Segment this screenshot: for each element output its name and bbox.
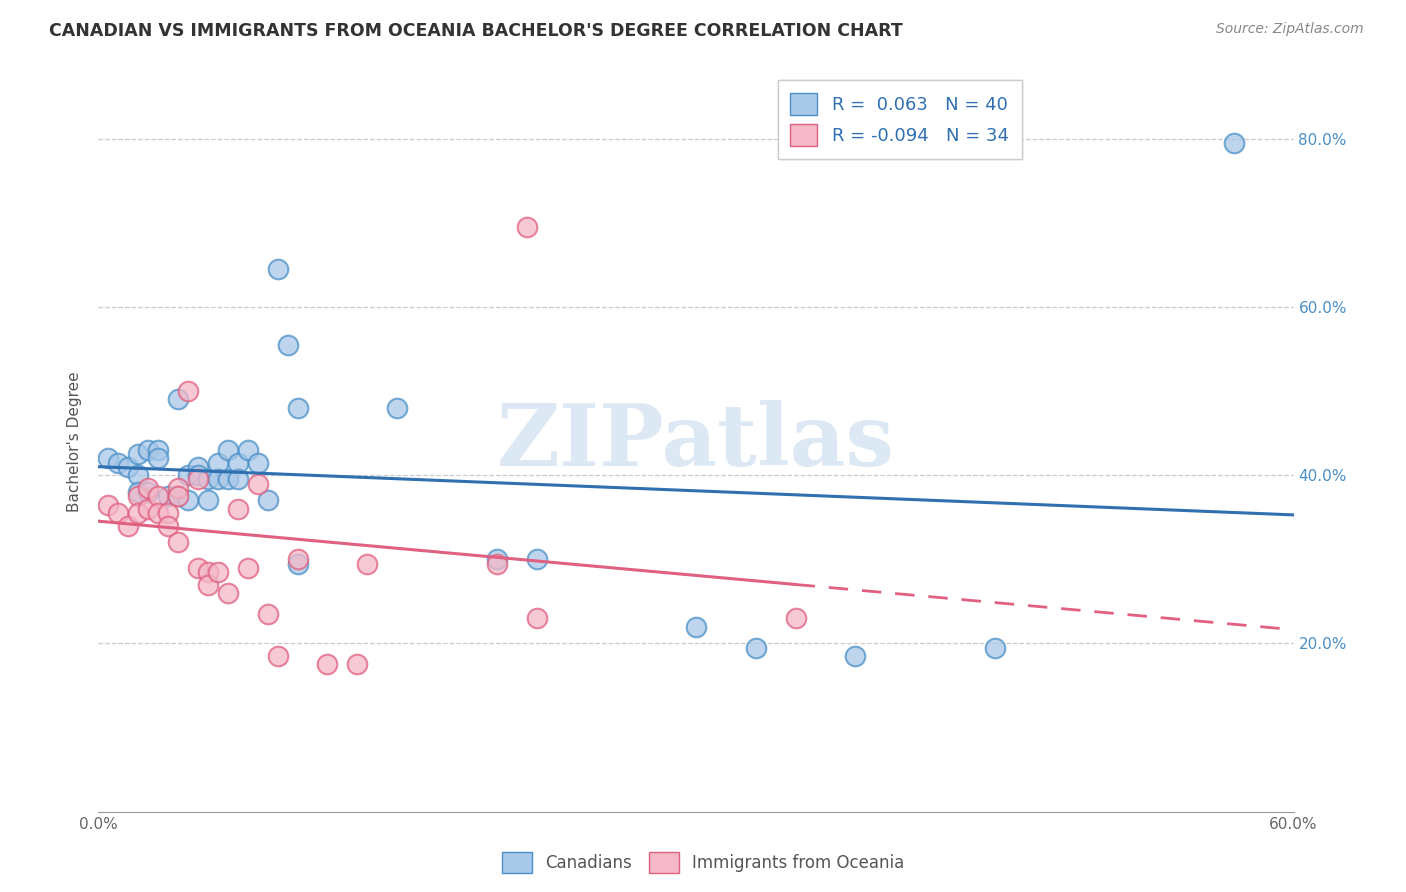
Point: [226, 501, 249, 516]
Point: [177, 384, 200, 398]
Point: [217, 586, 239, 600]
Point: [177, 493, 200, 508]
Point: [246, 476, 269, 491]
Point: [256, 607, 278, 621]
Point: [127, 506, 149, 520]
Point: [136, 501, 159, 516]
Point: [236, 560, 259, 574]
Point: [148, 506, 170, 520]
Point: [127, 489, 149, 503]
Point: [97, 451, 120, 466]
Point: [187, 468, 209, 483]
Point: [187, 459, 209, 474]
Point: [844, 649, 866, 664]
Point: [485, 552, 508, 566]
Point: [197, 493, 219, 508]
Point: [136, 485, 159, 500]
Point: [167, 481, 190, 495]
Point: [984, 640, 1007, 655]
Point: [785, 611, 807, 625]
Point: [136, 442, 159, 457]
Point: [485, 557, 508, 571]
Point: [127, 447, 149, 461]
Point: [226, 472, 249, 486]
Point: [127, 485, 149, 500]
Legend: Canadians, Immigrants from Oceania: Canadians, Immigrants from Oceania: [495, 846, 911, 880]
Point: [136, 481, 159, 495]
Point: [246, 456, 269, 470]
Point: [287, 557, 309, 571]
Point: [167, 392, 190, 407]
Text: ZIPatlas: ZIPatlas: [496, 400, 896, 483]
Point: [256, 493, 278, 508]
Point: [107, 456, 129, 470]
Point: [207, 472, 229, 486]
Point: [117, 518, 139, 533]
Point: [167, 535, 190, 549]
Point: [107, 506, 129, 520]
Point: [117, 459, 139, 474]
Point: [1223, 136, 1246, 150]
Point: [187, 560, 209, 574]
Point: [197, 577, 219, 591]
Point: [516, 219, 538, 234]
Point: [217, 442, 239, 457]
Point: [207, 456, 229, 470]
Point: [157, 489, 180, 503]
Point: [526, 552, 548, 566]
Point: [97, 498, 120, 512]
Y-axis label: Bachelor's Degree: Bachelor's Degree: [67, 371, 83, 512]
Legend: R =  0.063   N = 40, R = -0.094   N = 34: R = 0.063 N = 40, R = -0.094 N = 34: [778, 80, 1022, 159]
Text: Source: ZipAtlas.com: Source: ZipAtlas.com: [1216, 22, 1364, 37]
Point: [217, 472, 239, 486]
Point: [197, 565, 219, 579]
Point: [267, 649, 290, 664]
Point: [267, 262, 290, 277]
Point: [148, 489, 170, 503]
Point: [207, 565, 229, 579]
Point: [157, 506, 180, 520]
Point: [236, 442, 259, 457]
Point: [277, 338, 299, 352]
Point: [685, 619, 707, 633]
Point: [167, 489, 190, 503]
Point: [127, 468, 149, 483]
Point: [356, 557, 378, 571]
Point: [346, 657, 368, 672]
Point: [526, 611, 548, 625]
Point: [167, 489, 190, 503]
Point: [745, 640, 768, 655]
Point: [187, 472, 209, 486]
Point: [226, 456, 249, 470]
Point: [385, 401, 409, 415]
Point: [287, 552, 309, 566]
Point: [148, 451, 170, 466]
Point: [148, 442, 170, 457]
Point: [157, 518, 180, 533]
Text: CANADIAN VS IMMIGRANTS FROM OCEANIA BACHELOR'S DEGREE CORRELATION CHART: CANADIAN VS IMMIGRANTS FROM OCEANIA BACH…: [49, 22, 903, 40]
Point: [316, 657, 339, 672]
Point: [287, 401, 309, 415]
Point: [177, 468, 200, 483]
Point: [197, 472, 219, 486]
